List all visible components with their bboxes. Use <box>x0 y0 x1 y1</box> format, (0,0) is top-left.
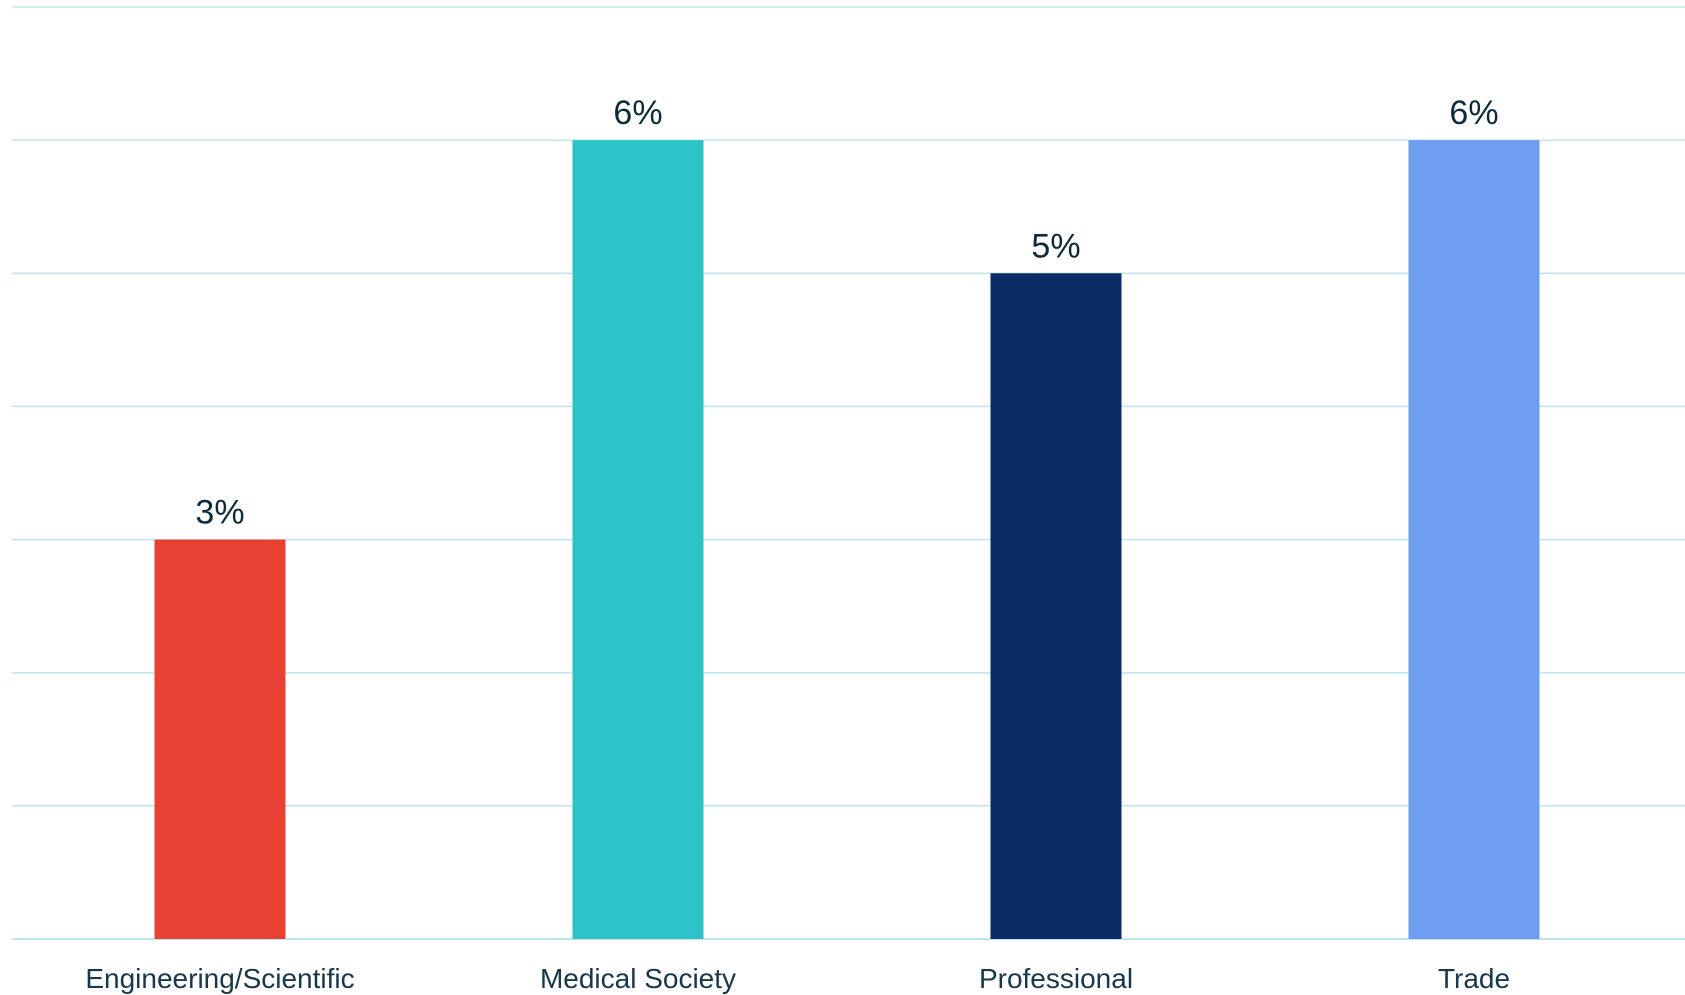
category-tick-label: Trade <box>1438 963 1510 994</box>
value-labels: 3% 6% 5% 6% <box>195 94 1498 531</box>
category-labels: Engineering/Scientific Medical Society Pro… <box>85 963 1510 994</box>
bar-trade <box>1408 140 1540 940</box>
category-tick-label: Engineering/Scientific <box>85 963 354 994</box>
bar-professional <box>990 273 1122 939</box>
data-label: 3% <box>195 494 244 532</box>
category-tick-label: Professional <box>979 963 1133 994</box>
bar-medical-society <box>572 140 704 940</box>
bars <box>154 140 1540 940</box>
data-label: 5% <box>1031 227 1080 265</box>
category-tick-label: Medical Society <box>540 963 736 994</box>
bar-engineering-scientific <box>154 539 286 939</box>
data-label: 6% <box>1449 94 1498 132</box>
data-label: 6% <box>613 94 662 132</box>
gridlines <box>12 6 1685 940</box>
